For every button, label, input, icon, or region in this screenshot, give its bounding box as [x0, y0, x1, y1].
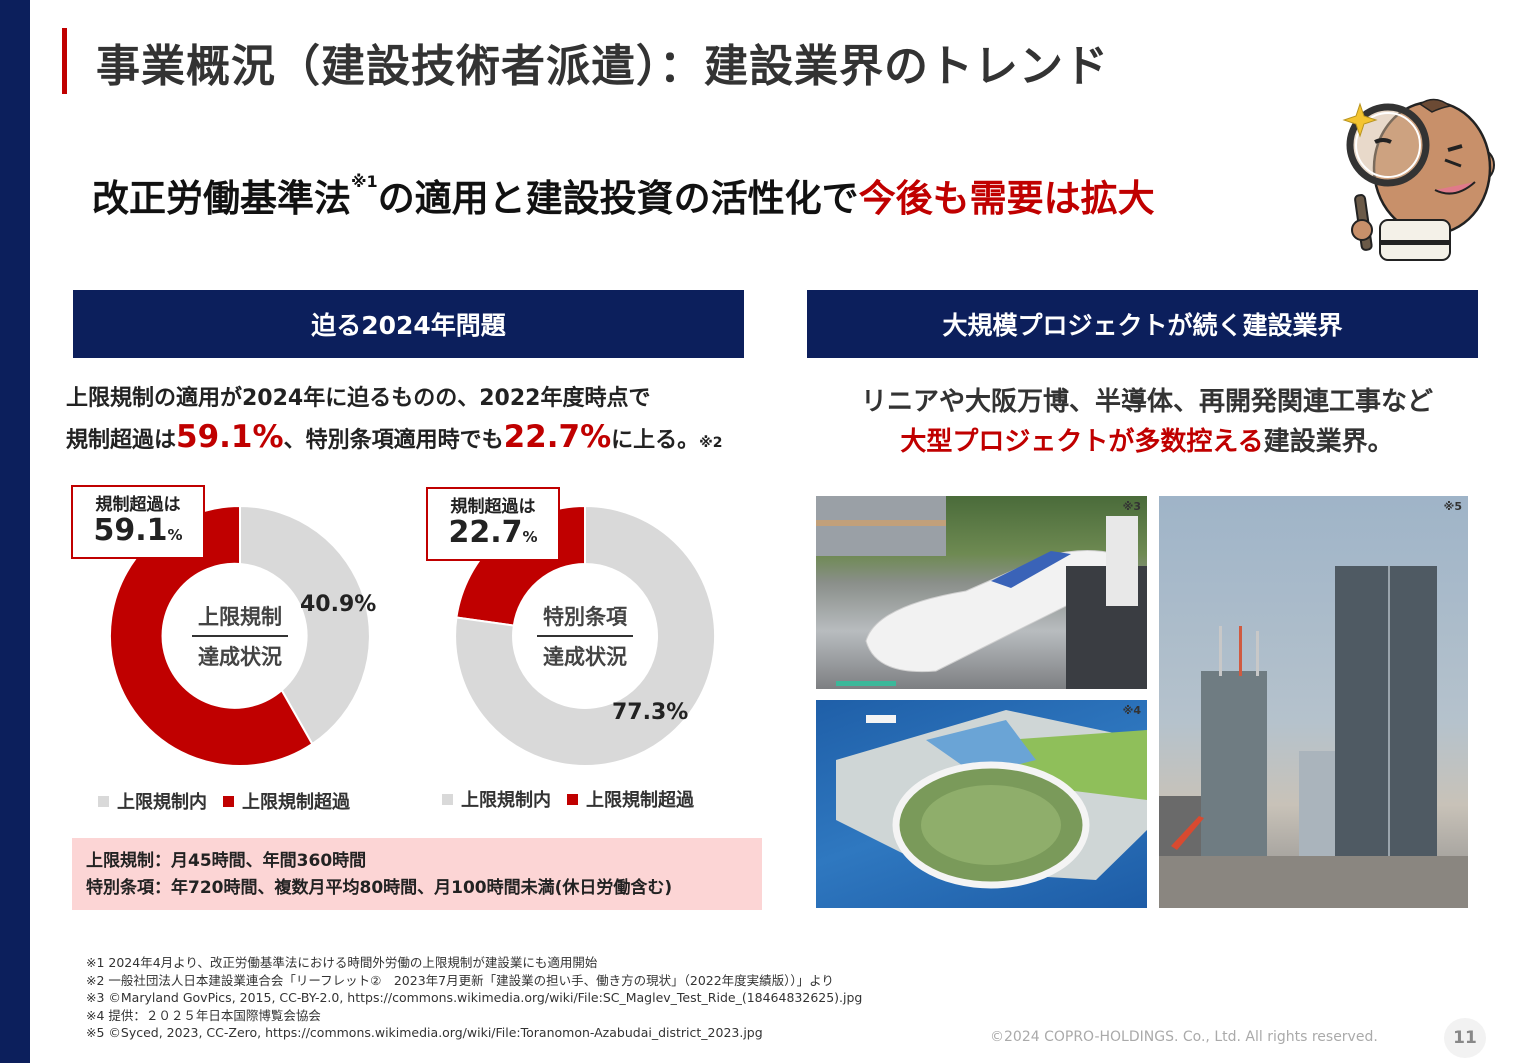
osaka-expo-photo: ※4 — [816, 700, 1147, 908]
donut-segment-within — [454, 504, 717, 767]
legend-swatch-grey — [98, 795, 109, 807]
copyright: ©2024 COPRO-HOLDINGS. Co., Ltd. All righ… — [990, 1029, 1378, 1045]
value-special-exceeded-pct: 22.7% — [503, 419, 612, 455]
callout-number: 59.1 — [93, 513, 168, 548]
headline-footnote-mark: ※1 — [351, 172, 378, 191]
legend-label: 上限規制超過 — [242, 792, 350, 813]
legend-item-within: 上限規制内 — [442, 786, 551, 812]
photo-credit-mark: ※3 — [1122, 500, 1141, 513]
footnote-5: ※5 ©Syced, 2023, CC-Zero, https://common… — [86, 1025, 763, 1040]
donut-center-line2: 達成状況 — [543, 645, 627, 669]
donut-segment-exceeded — [108, 504, 314, 767]
donut-segment-within — [239, 504, 371, 746]
value-exceeded-pct: 59.1% — [176, 419, 284, 455]
donut-center-label: 上限規制 達成状況 — [192, 601, 288, 671]
right-desc-tail: 建設業界。 — [1263, 427, 1394, 457]
callout-label: 規制超過は — [450, 497, 536, 517]
right-desc-line2: 大型プロジェクトが多数控える建設業界。 — [807, 422, 1487, 462]
rule-special-clause: 特別条項：年720時間、複数月平均80時間、月100時間未満(休日労働含む) — [86, 878, 673, 898]
legend-label: 上限規制内 — [117, 792, 207, 813]
donut2-within-pct: 77.3% — [612, 700, 689, 725]
left-desc-line1: 上限規制の適用が2024年に迫るものの、2022年度時点で — [66, 386, 651, 411]
headline-part2: の適用と建設投資の活性化で — [377, 177, 859, 220]
left-desc-text: 規制超過は — [66, 428, 177, 453]
regulation-rules-box: 上限規制：月45時間、年間360時間 特別条項：年720時間、複数月平均80時間… — [72, 838, 762, 910]
headline: 改正労働基準法※1の適用と建設投資の活性化で今後も需要は拡大 — [92, 168, 1155, 222]
right-description: リニアや大阪万博、半導体、再開発関連工事など 大型プロジェクトが多数控える建設業… — [807, 382, 1487, 462]
donut-center-line1: 上限規制 — [192, 601, 288, 637]
footnote-3: ※3 ©Maryland GovPics, 2015, CC-BY-2.0, h… — [86, 990, 863, 1005]
legend-item-exceeded: 上限規制超過 — [223, 788, 350, 814]
donut-center-line2: 達成状況 — [198, 645, 282, 669]
donut-center-line1: 特別条項 — [537, 601, 633, 637]
footnotes: ※1 2024年4月より、改正労働基準法における時間外労働の上限規制が建設業にも… — [86, 954, 862, 1042]
sidebar-stripe — [0, 0, 30, 1063]
photo-credit-mark: ※5 — [1443, 500, 1462, 513]
callout-unit: % — [167, 526, 183, 544]
section-header-large-projects: 大規模プロジェクトが続く建設業界 — [807, 290, 1478, 358]
footnote-2: ※2 一般社団法人日本建設業連合会「リーフレット② 2023年7月更新「建設業の… — [86, 972, 834, 988]
legend-item-within: 上限規制内 — [98, 788, 207, 814]
footnote-mark: ※2 — [699, 435, 723, 451]
left-desc-text: 、特別条項適用時でも — [283, 428, 504, 453]
section-header-2024-problem: 迫る2024年問題 — [73, 290, 744, 358]
callout-unit: % — [522, 528, 538, 546]
legend-item-exceeded: 上限規制超過 — [567, 786, 694, 812]
legend-label: 上限規制超過 — [586, 790, 694, 811]
headline-part1: 改正労働基準法 — [92, 177, 351, 220]
callout-label: 規制超過は — [95, 495, 181, 515]
legend-swatch-red — [567, 793, 578, 805]
left-description: 上限規制の適用が2024年に迫るものの、2022年度時点で 規制超過は59.1%… — [66, 380, 723, 462]
donut-chart-cap-regulation: 上限規制 達成状況 — [105, 501, 375, 771]
donut2-callout: 規制超過は 22.7% — [426, 487, 560, 561]
donut1-legend: 上限規制内 上限規制超過 — [98, 788, 366, 814]
legend-swatch-red — [223, 795, 234, 807]
callout-value: 59.1% — [73, 515, 203, 551]
skyscrapers-photo: ※5 — [1159, 496, 1468, 908]
callout-value: 22.7% — [428, 517, 558, 553]
right-desc-highlight: 大型プロジェクトが多数控える — [900, 427, 1264, 457]
donut1-callout: 規制超過は 59.1% — [71, 485, 205, 559]
magnifying-glass-mascot-icon — [1340, 90, 1510, 270]
rule-cap: 上限規制：月45時間、年間360時間 — [86, 851, 367, 871]
right-desc-line1: リニアや大阪万博、半導体、再開発関連工事など — [860, 387, 1433, 417]
footnote-1: ※1 2024年4月より、改正労働基準法における時間外労働の上限規制が建設業にも… — [86, 955, 598, 970]
donut-center-label: 特別条項 達成状況 — [537, 601, 633, 671]
donut1-within-pct: 40.9% — [300, 592, 377, 617]
legend-label: 上限規制内 — [461, 790, 551, 811]
page-number: 11 — [1444, 1018, 1486, 1058]
footnote-4: ※4 提供：２０２５年日本国際博覧会協会 — [86, 1007, 321, 1023]
legend-swatch-grey — [442, 793, 453, 805]
maglev-train-photo: ※3 — [816, 496, 1147, 689]
left-desc-line2: 規制超過は59.1%、特別条項適用時でも22.7%に上る。※2 — [66, 418, 723, 462]
headline-highlight: 今後も需要は拡大 — [858, 177, 1155, 220]
left-desc-text: に上る。 — [611, 428, 700, 453]
page-title: 事業概況（建設技術者派遣）：建設業界のトレンド — [96, 41, 1109, 92]
callout-number: 22.7 — [448, 515, 523, 550]
title-accent-bar — [62, 28, 67, 94]
photo-credit-mark: ※4 — [1122, 704, 1141, 717]
donut2-legend: 上限規制内 上限規制超過 — [442, 786, 710, 812]
